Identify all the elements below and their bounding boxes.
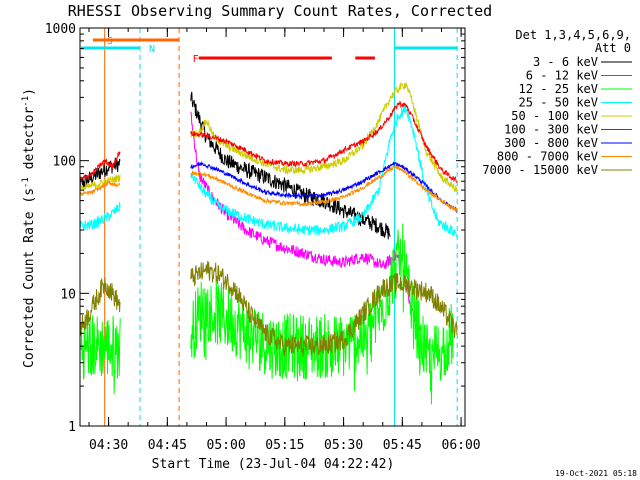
legend-label-50-100-kev: 50 - 100 keV — [511, 109, 598, 123]
series-800-7000-kev — [80, 165, 458, 213]
x-tick-label-04-45: 04:45 — [148, 438, 187, 453]
y-tick-label-10: 10 — [60, 287, 76, 302]
legend-label-6-12-kev: 6 - 12 keV — [526, 69, 598, 83]
chart-title: RHESSI Observing Summary Count Rates, Co… — [68, 2, 492, 20]
legend-label-25-50-kev: 25 - 50 keV — [519, 96, 598, 110]
legend-label-7000-15000-kev: 7000 - 15000 keV — [482, 163, 598, 177]
series-300-800-kev — [190, 160, 458, 214]
legend-header-detectors: Det 1,3,4,5,6,9, — [515, 28, 631, 42]
x-axis-label: Start Time (23-Jul-04 04:22:42) — [152, 457, 395, 472]
x-tick-label-05-00: 05:00 — [207, 438, 246, 453]
x-tick-label-06-00: 06:00 — [442, 438, 481, 453]
y-tick-label-1000: 1000 — [45, 22, 76, 37]
series-100-300-kev — [80, 100, 458, 183]
y-axis-label-mid: detector — [22, 107, 37, 178]
x-tick-label-04-30: 04:30 — [89, 438, 128, 453]
y-axis-label-sup1: -1 — [21, 177, 31, 188]
x-tick-label-05-45: 05:45 — [383, 438, 422, 453]
plot-area: S N F — [80, 28, 458, 426]
generation-timestamp: 19-Oct-2021 05:18 — [555, 469, 637, 478]
plot-frame — [79, 27, 466, 427]
y-axis-label-main: Corrected Count Rate (s — [22, 188, 37, 368]
y-axis-label-end: ) — [22, 88, 37, 96]
series-7000-15000-kev — [80, 260, 458, 357]
y-axis-label-sup2: -1 — [21, 96, 31, 107]
y-axis-label: Corrected Count Rate (s-1 detector-1) — [21, 88, 37, 368]
y-axis: 1 10 100 1000 — [45, 22, 465, 435]
y-tick-label-100: 100 — [53, 155, 76, 170]
series-50-100-kev — [80, 81, 458, 193]
plot-clip-group — [80, 28, 458, 426]
x-tick-label-05-30: 05:30 — [324, 438, 363, 453]
x-tick-label-05-15: 05:15 — [265, 438, 304, 453]
legend-label-100-300-kev: 100 - 300 keV — [504, 123, 598, 137]
flag-label-n: N — [149, 44, 155, 55]
x-axis: 04:30 04:45 05:00 05:15 05:30 05:45 06:00 — [88, 28, 481, 453]
legend-label-3-6-kev: 3 - 6 keV — [533, 55, 598, 69]
series-12-25-kev — [80, 223, 454, 405]
legend-label-800-7000-kev: 800 - 7000 keV — [497, 150, 598, 164]
flag-label-s: S — [107, 36, 113, 47]
legend-label-12-25-kev: 12 - 25 keV — [519, 82, 598, 96]
series-25-50-kev — [80, 104, 458, 238]
legend-label-300-800-kev: 300 - 800 keV — [504, 136, 598, 150]
legend-header-attenuator: Att 0 — [595, 41, 631, 55]
flag-label-f: F — [193, 54, 199, 65]
y-tick-label-1: 1 — [68, 420, 76, 435]
